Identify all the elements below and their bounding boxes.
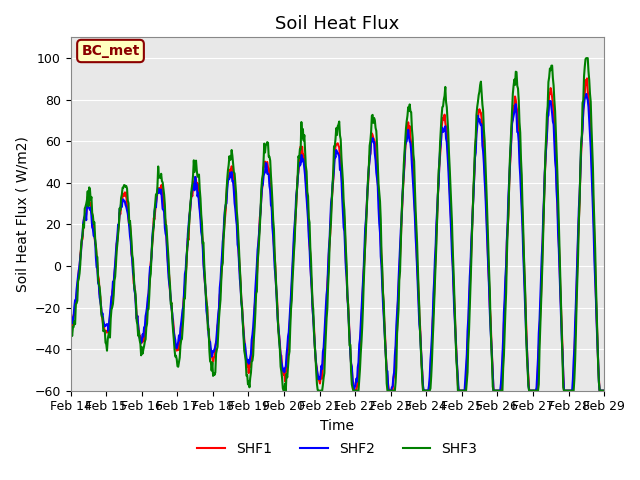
SHF2 <box>214 320 221 325</box>
Line: SHF3: SHF3 <box>70 58 604 391</box>
SHF3 <box>214 344 221 350</box>
SHF1 <box>419 370 426 375</box>
SHF1 <box>186 214 193 219</box>
SHF3 <box>280 388 287 394</box>
SHF1 <box>76 252 84 258</box>
SHF3 <box>76 262 84 267</box>
SHF1 <box>67 317 74 323</box>
Title: Soil Heat Flux: Soil Heat Flux <box>275 15 399 33</box>
Y-axis label: Soil Heat Flux ( W/m2): Soil Heat Flux ( W/m2) <box>15 136 29 292</box>
SHF2 <box>600 388 608 394</box>
Legend: SHF1, SHF2, SHF3: SHF1, SHF2, SHF3 <box>192 436 483 461</box>
SHF1 <box>600 388 608 394</box>
SHF3 <box>403 118 411 124</box>
Line: SHF1: SHF1 <box>70 78 604 391</box>
SHF2 <box>385 388 393 394</box>
X-axis label: Time: Time <box>321 419 355 433</box>
SHF2 <box>419 372 426 378</box>
SHF2 <box>76 254 84 260</box>
Line: SHF2: SHF2 <box>70 94 604 391</box>
SHF3 <box>419 378 426 384</box>
SHF2 <box>582 91 590 97</box>
SHF1 <box>403 129 411 135</box>
SHF3 <box>582 55 590 61</box>
SHF3 <box>67 335 74 341</box>
Text: BC_met: BC_met <box>81 44 140 58</box>
SHF1 <box>583 75 591 81</box>
SHF2 <box>67 315 74 321</box>
SHF2 <box>403 138 411 144</box>
SHF3 <box>186 219 193 225</box>
SHF3 <box>600 388 608 394</box>
SHF1 <box>214 323 221 329</box>
SHF3 <box>131 288 139 294</box>
SHF1 <box>350 388 358 394</box>
SHF2 <box>131 291 139 297</box>
SHF1 <box>131 291 139 297</box>
SHF2 <box>186 213 193 219</box>
